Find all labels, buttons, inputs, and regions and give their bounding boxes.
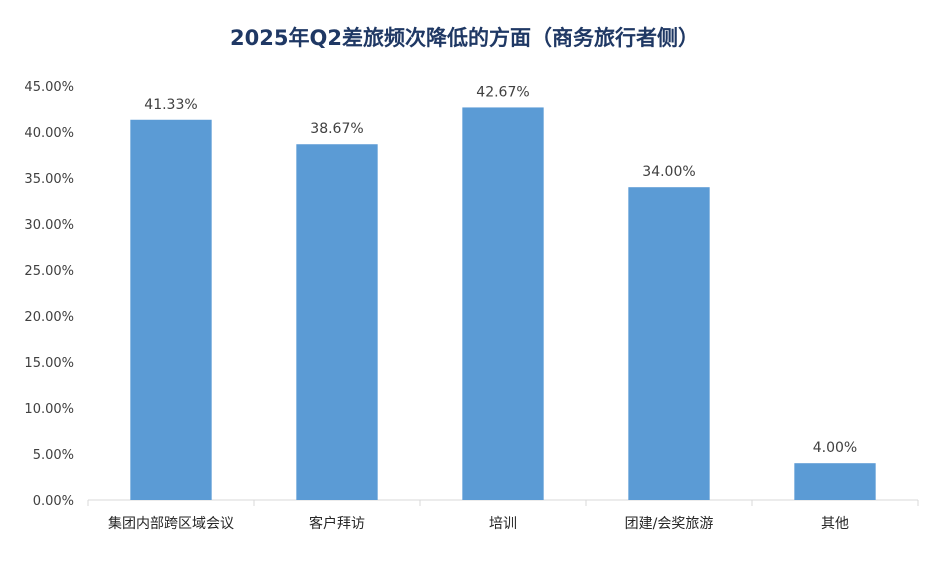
y-tick-label: 45.00% (24, 80, 74, 95)
chart-title: 2025年Q2差旅频次降低的方面（商务旅行者侧） (230, 26, 699, 50)
x-category-label: 其他 (821, 516, 849, 532)
bar (628, 187, 710, 500)
data-labels: 41.33% 38.67% 42.67% 34.00% 4.00% (144, 84, 857, 456)
bars (130, 107, 876, 500)
y-tick-label: 5.00% (33, 448, 74, 463)
bar (794, 463, 876, 500)
bar (130, 119, 212, 500)
y-tick-label: 10.00% (24, 402, 74, 417)
bar-value-label: 41.33% (144, 97, 197, 113)
x-category-label: 客户拜访 (309, 515, 365, 532)
bar (462, 107, 544, 500)
bar-value-label: 42.67% (476, 84, 529, 100)
x-category-label: 团建/会奖旅游 (625, 515, 714, 532)
y-tick-label: 20.00% (24, 310, 74, 325)
y-tick-label: 25.00% (24, 264, 74, 279)
bar-value-label: 4.00% (813, 440, 857, 456)
bar-value-label: 34.00% (642, 164, 695, 180)
y-tick-label: 15.00% (24, 356, 74, 371)
x-category-label: 培训 (489, 516, 517, 532)
bar-value-label: 38.67% (310, 121, 363, 137)
x-category-label: 集团内部跨区域会议 (108, 515, 234, 532)
x-axis: 集团内部跨区域会议 客户拜访 培训 团建/会奖旅游 其他 (87, 499, 919, 532)
y-tick-label: 0.00% (33, 494, 74, 509)
y-tick-label: 30.00% (24, 218, 74, 233)
y-axis: 0.00% 5.00% 10.00% 15.00% 20.00% 25.00% 30.00%… (24, 80, 74, 509)
y-tick-label: 35.00% (24, 172, 74, 187)
bar (296, 144, 378, 500)
y-tick-label: 40.00% (24, 126, 74, 141)
